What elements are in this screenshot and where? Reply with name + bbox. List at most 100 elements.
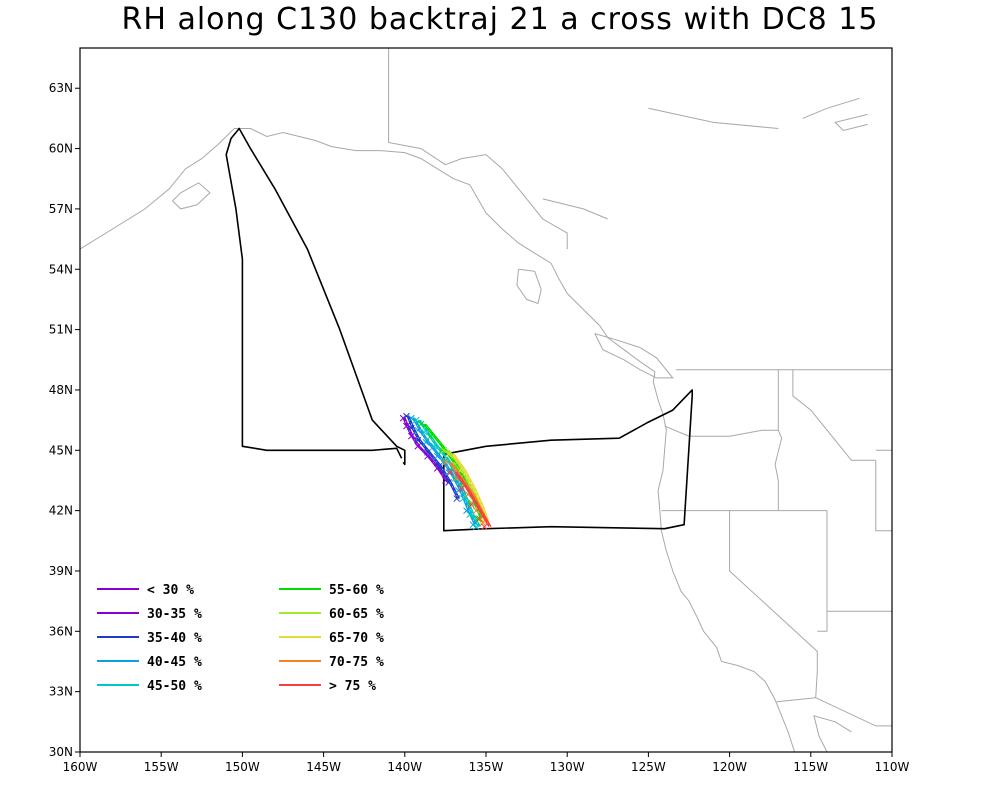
rh-trajectory-marker xyxy=(420,428,428,436)
rh-trajectory-marker xyxy=(440,446,448,454)
map-title: RH along C130 backtraj 21 a cross with D… xyxy=(121,2,879,37)
rh-trajectory-marker xyxy=(451,461,459,468)
rh-trajectory-marker xyxy=(481,523,488,531)
rh-trajectory-marker xyxy=(474,515,482,523)
rh-trajectory-marker xyxy=(407,424,415,432)
x-tick-label: 145W xyxy=(306,760,341,774)
rh-trajectory-marker xyxy=(469,521,477,529)
legend-label: 35-40 % xyxy=(147,631,202,646)
flight-track-path xyxy=(225,127,693,532)
y-tick-label: 54N xyxy=(49,262,73,276)
y-tick-label: 57N xyxy=(49,202,73,216)
border-path xyxy=(792,369,876,461)
rh-trajectory-line xyxy=(456,472,492,528)
coastline-path xyxy=(516,268,542,305)
rh-trajectory-marker xyxy=(463,507,470,514)
coastline-path xyxy=(802,97,860,119)
rh-trajectory-marker xyxy=(442,456,449,464)
rh-trajectory-marker xyxy=(435,463,443,470)
rh-trajectory-marker xyxy=(446,469,454,476)
border-path xyxy=(875,460,892,532)
rh-trajectory-marker xyxy=(468,501,475,508)
y-tick-label: 36N xyxy=(49,624,73,638)
rh-trajectory-marker xyxy=(438,446,446,454)
rh-trajectory-marker xyxy=(414,436,422,444)
coastline-layer xyxy=(80,97,868,752)
rh-trajectory-marker xyxy=(472,523,480,531)
axis-ticks: 160W 155W 150W 145W 140W 135W 130W 125W 120W 115W… xyxy=(49,81,910,774)
border-layer xyxy=(388,48,892,727)
rh-trajectory-line xyxy=(424,423,483,519)
x-tick-label: 135W xyxy=(469,760,504,774)
border-path xyxy=(817,510,828,632)
rh-trajectory-line xyxy=(453,453,490,521)
rh-trajectory-marker xyxy=(433,452,441,460)
rh-trajectory-marker xyxy=(403,422,410,430)
rh-trajectory-marker xyxy=(458,485,465,492)
rh-trajectory-marker xyxy=(412,416,420,424)
coastline-path xyxy=(813,715,852,752)
rh-trajectory-line xyxy=(452,453,489,521)
legend-label: < 30 % xyxy=(147,583,194,598)
rh-trajectory-marker xyxy=(417,420,425,428)
legend-label: 60-65 % xyxy=(329,607,384,622)
rh-trajectory-line xyxy=(404,417,448,481)
legend-label: 45-50 % xyxy=(147,679,202,694)
rh-trajectory-marker xyxy=(427,432,435,440)
y-tick-label: 42N xyxy=(49,504,73,518)
legend-label: 55-60 % xyxy=(329,583,384,598)
coastline-path xyxy=(834,113,868,132)
y-tick-label: 51N xyxy=(49,323,73,337)
x-tick-label: 150W xyxy=(225,760,260,774)
rh-trajectory-marker xyxy=(445,479,453,486)
legend-label: 30-35 % xyxy=(147,607,202,622)
y-tick-label: 30N xyxy=(49,745,73,759)
rh-trajectory-line xyxy=(413,417,476,525)
x-tick-label: 110W xyxy=(875,760,910,774)
rh-trajectory-line xyxy=(403,417,447,481)
rh-trajectory-line xyxy=(407,415,460,499)
border-path xyxy=(388,48,568,250)
y-tick-label: 33N xyxy=(49,685,73,699)
x-tick-label: 140W xyxy=(387,760,422,774)
x-tick-label: 130W xyxy=(550,760,585,774)
y-tick-label: 45N xyxy=(49,443,73,457)
rh-trajectory-marker xyxy=(459,495,467,502)
coastline-path xyxy=(542,198,608,220)
legend-label: > 75 % xyxy=(329,679,376,694)
rh-trajectory-marker xyxy=(407,414,415,422)
rh-trajectory-marker xyxy=(455,487,462,494)
legend-label: 65-70 % xyxy=(329,631,384,646)
rh-trajectory-line xyxy=(417,419,479,528)
rh-trajectory-marker xyxy=(430,442,438,450)
rh-trajectory-marker xyxy=(422,438,430,446)
rh-trajectory-marker xyxy=(407,432,415,440)
rh-trajectory-marker xyxy=(399,414,407,422)
border-path xyxy=(664,425,779,437)
rh-trajectory-line xyxy=(408,415,460,499)
rh-trajectory-line xyxy=(455,472,491,528)
y-tick-label: 48N xyxy=(49,383,73,397)
rh-trajectory-marker xyxy=(476,515,483,523)
flight-track-layer xyxy=(225,127,693,532)
y-tick-label: 39N xyxy=(49,564,73,578)
rh-trajectory-marker xyxy=(424,448,431,456)
rh-legend: < 30 % 30-35 % 35-40 % 40-45 % 45-50 % 55-60 … xyxy=(97,583,384,694)
x-tick-label: 125W xyxy=(631,760,666,774)
y-tick-label: 63N xyxy=(49,81,73,95)
rh-trajectory-line xyxy=(412,417,476,525)
rh-trajectory-marker xyxy=(403,412,410,420)
legend-label: 40-45 % xyxy=(147,655,202,670)
x-tick-label: 160W xyxy=(63,760,98,774)
rh-trajectory-line xyxy=(454,472,490,528)
border-path xyxy=(774,369,783,511)
x-tick-label: 120W xyxy=(712,760,747,774)
plot-frame xyxy=(79,47,893,753)
legend-label: 70-75 % xyxy=(329,655,384,670)
coastline-path xyxy=(80,128,796,752)
rh-trajectory-marker xyxy=(466,511,474,519)
rh-trajectory-marker xyxy=(414,426,422,434)
y-tick-label: 60N xyxy=(49,142,73,156)
rh-trajectory-marker xyxy=(442,459,449,466)
